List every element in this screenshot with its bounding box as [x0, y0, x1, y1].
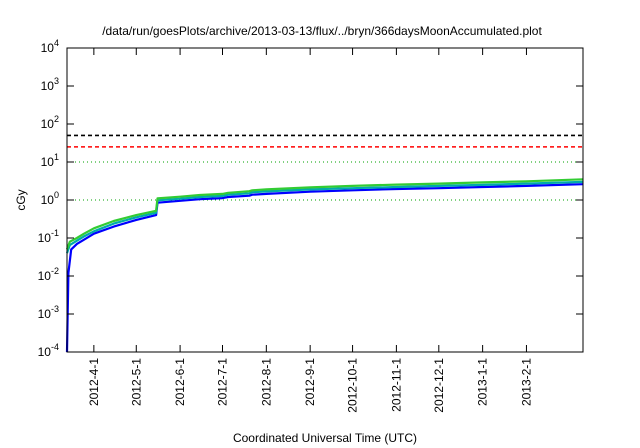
series-line-2	[65, 180, 584, 254]
x-axis: 2012-4-1 2012-5-1 2012-6-1 2012-7-1 2012-8-1…	[87, 48, 533, 413]
y-tick-label: 10-1	[38, 228, 59, 245]
x-tick-label: 2012-9-1	[303, 358, 317, 406]
x-tick-label: 2012-7-1	[216, 358, 230, 406]
y-tick-label: 104	[41, 38, 59, 55]
x-tick-label: 2012-10-1	[346, 358, 360, 413]
y-tick-label: 102	[41, 114, 59, 131]
x-tick-label: 2012-12-1	[432, 358, 446, 413]
series-line-3	[65, 178, 584, 250]
x-axis-label: Coordinated Universal Time (UTC)	[233, 431, 417, 445]
y-tick-label: 10-3	[38, 304, 59, 321]
reference-lines	[67, 134, 583, 148]
y-axis-label: cGy	[14, 189, 28, 210]
y-tick-label: 103	[41, 76, 59, 93]
y-tick-label: 101	[41, 152, 59, 169]
y-tick-label: 10-4	[38, 342, 59, 359]
x-tick-label: 2012-5-1	[129, 358, 143, 406]
y-tick-label: 100	[41, 190, 59, 207]
y-tick-label: 10-2	[38, 266, 59, 283]
x-tick-label: 2012-11-1	[389, 358, 403, 412]
x-tick-label: 2013-2-1	[519, 358, 533, 406]
x-tick-label: 2013-1-1	[476, 358, 490, 406]
x-tick-label: 2012-8-1	[259, 358, 273, 406]
x-tick-label: 2012-6-1	[173, 358, 187, 406]
y-axis: 10-4 10-3 10-2 10-1 100 101 102 103 104	[38, 38, 583, 359]
chart-title: /data/run/goesPlots/archive/2013-03-13/f…	[102, 24, 542, 38]
x-tick-label: 2012-4-1	[87, 358, 101, 406]
data-series	[65, 178, 584, 353]
series-line-1	[65, 183, 584, 353]
